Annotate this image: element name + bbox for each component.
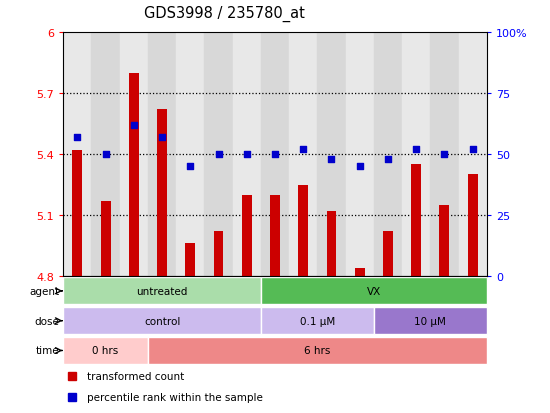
Text: 0.1 μM: 0.1 μM [300, 316, 335, 326]
Bar [327, 211, 337, 276]
Point [101, 151, 110, 158]
Bar [468, 175, 477, 276]
Bar [157, 110, 167, 276]
Bar [439, 205, 449, 276]
Text: untreated: untreated [136, 286, 188, 296]
Point [299, 147, 307, 153]
Text: transformed count: transformed count [86, 371, 184, 381]
Point [327, 156, 336, 163]
Bar [129, 74, 139, 276]
Point [383, 156, 392, 163]
Bar [402, 33, 430, 276]
Bar [205, 33, 233, 276]
Bar [374, 33, 402, 276]
Bar [148, 33, 176, 276]
Text: VX: VX [367, 286, 381, 296]
Bar [63, 278, 261, 304]
Bar [176, 33, 205, 276]
Point [186, 164, 195, 170]
Bar [63, 33, 91, 276]
Text: 10 μM: 10 μM [414, 316, 446, 326]
Bar [430, 33, 459, 276]
Bar [261, 308, 374, 334]
Bar [148, 337, 487, 364]
Point [243, 151, 251, 158]
Text: dose: dose [34, 316, 59, 326]
Bar [261, 33, 289, 276]
Bar [242, 195, 252, 276]
Text: 0 hrs: 0 hrs [92, 346, 119, 356]
Point [468, 147, 477, 153]
Point [214, 151, 223, 158]
Bar [355, 268, 365, 276]
Bar [289, 33, 317, 276]
Bar [63, 308, 261, 334]
Point [158, 134, 167, 141]
Bar [213, 232, 223, 276]
Bar [101, 201, 111, 276]
Bar [383, 232, 393, 276]
Text: GDS3998 / 235780_at: GDS3998 / 235780_at [144, 6, 305, 22]
Bar [459, 33, 487, 276]
Bar [120, 33, 148, 276]
Point [355, 164, 364, 170]
Bar [298, 185, 308, 276]
Bar [374, 308, 487, 334]
Text: control: control [144, 316, 180, 326]
Text: 6 hrs: 6 hrs [304, 346, 331, 356]
Bar [63, 337, 148, 364]
Bar [91, 33, 120, 276]
Bar [73, 151, 82, 276]
Text: percentile rank within the sample: percentile rank within the sample [86, 392, 262, 402]
Bar [185, 244, 195, 276]
Bar [317, 33, 345, 276]
Point [440, 151, 449, 158]
Bar [233, 33, 261, 276]
Point [412, 147, 421, 153]
Bar [411, 165, 421, 276]
Bar [261, 278, 487, 304]
Text: time: time [35, 346, 59, 356]
Text: agent: agent [29, 286, 59, 296]
Bar [345, 33, 374, 276]
Point [129, 122, 138, 129]
Bar [270, 195, 280, 276]
Point [73, 134, 82, 141]
Point [271, 151, 279, 158]
